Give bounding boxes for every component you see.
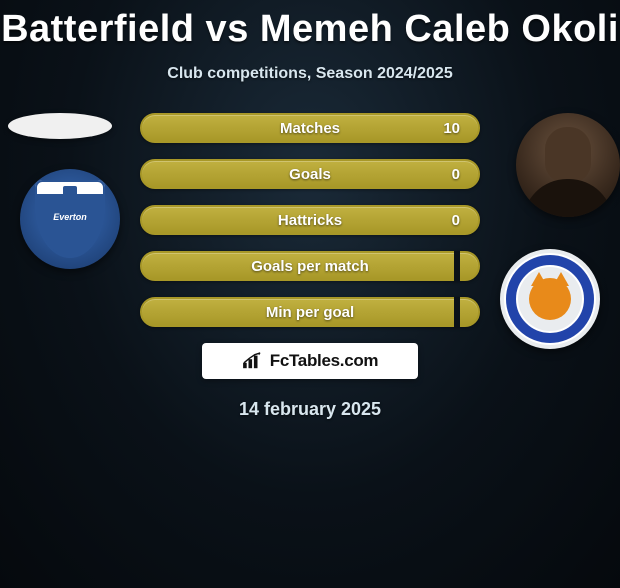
everton-crest-icon	[35, 180, 105, 258]
stat-bar-label: Goals per match	[251, 258, 369, 275]
player-left-avatar	[8, 113, 112, 139]
stat-bar-label: Min per goal	[266, 304, 354, 321]
stat-bars: Matches 10 Goals 0 Hattricks 0 Goals per match…	[140, 113, 480, 327]
subtitle: Club competitions, Season 2024/2025	[0, 65, 620, 83]
player-right-avatar	[516, 113, 620, 217]
stat-bar-value: 10	[443, 120, 460, 137]
fox-icon	[529, 278, 571, 320]
club-left-badge	[20, 169, 120, 269]
page-title: Batterfield vs Memeh Caleb Okoli	[0, 8, 620, 51]
club-right-badge	[500, 249, 600, 349]
stat-bar: Matches 10	[140, 113, 480, 143]
stat-bar-label: Hattricks	[278, 212, 342, 229]
comparison-panel: Matches 10 Goals 0 Hattricks 0 Goals per match…	[0, 113, 620, 420]
stat-bar-notch	[454, 251, 460, 281]
bars-chart-icon	[242, 352, 264, 370]
stat-bar-label: Matches	[280, 120, 340, 137]
stat-bar: Hattricks 0	[140, 205, 480, 235]
stat-bar-value: 0	[452, 212, 460, 229]
watermark: FcTables.com	[202, 343, 418, 379]
stat-bar: Goals per match	[140, 251, 480, 281]
stat-bar-value: 0	[452, 166, 460, 183]
stat-bar: Min per goal	[140, 297, 480, 327]
stat-bar-notch	[454, 297, 460, 327]
leicester-ring-icon	[506, 255, 594, 343]
stat-bar-label: Goals	[289, 166, 331, 183]
stat-bar: Goals 0	[140, 159, 480, 189]
watermark-text: FcTables.com	[270, 351, 379, 371]
date-label: 14 february 2025	[0, 399, 620, 420]
